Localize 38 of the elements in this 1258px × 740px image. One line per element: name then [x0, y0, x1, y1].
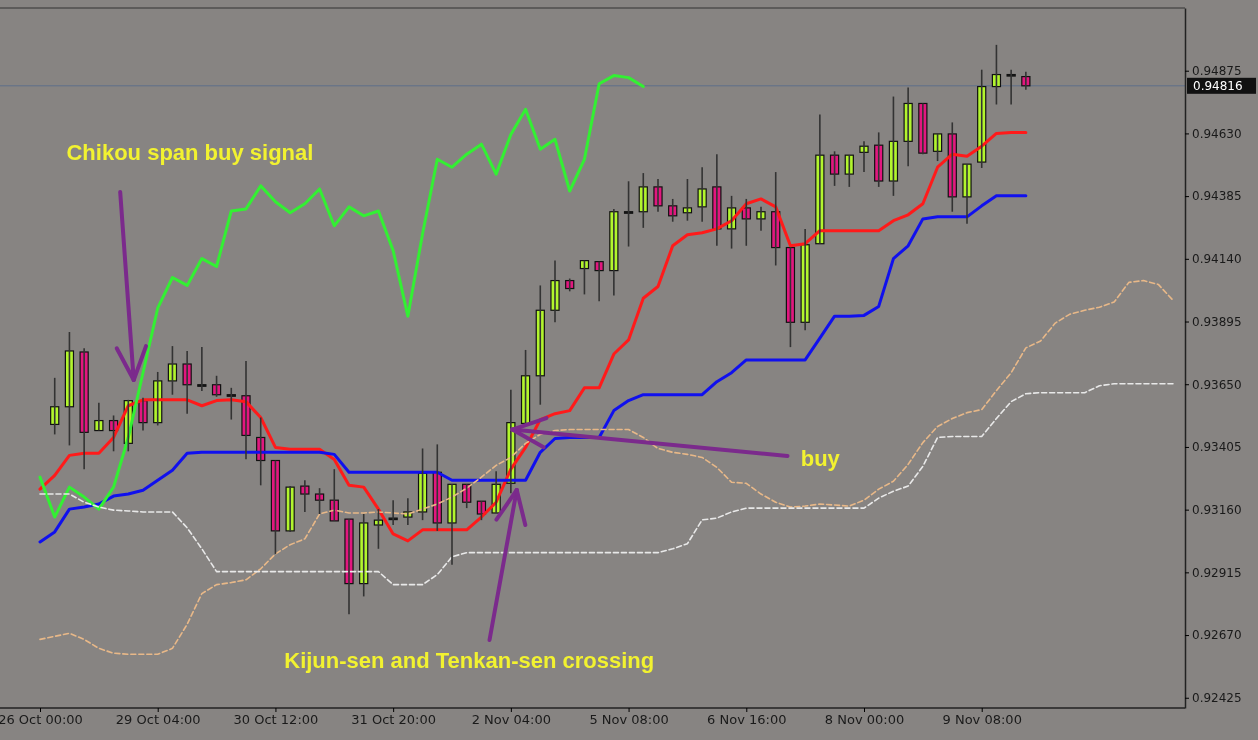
candlestick	[373, 508, 384, 550]
x-tick-label: 31 Oct 20:00	[351, 712, 437, 728]
annotation: buy	[800, 446, 841, 471]
candlestick	[197, 346, 207, 392]
y-tick-label: 0.94140	[1192, 252, 1242, 267]
y-tick-label: 0.92425	[1192, 691, 1242, 706]
x-tick-label: 5 Nov 08:00	[589, 712, 669, 728]
candlestick	[314, 487, 325, 515]
y-tick-label: 0.92915	[1192, 565, 1242, 580]
candlestick	[167, 345, 178, 396]
candlestick	[300, 479, 310, 513]
annotation: Kijun-sen and Tenkan-sen crossing	[284, 648, 655, 673]
candlestick	[388, 499, 398, 526]
candlestick	[756, 206, 766, 232]
candlestick	[623, 180, 634, 248]
x-tick-label: 8 Nov 00:00	[824, 712, 905, 728]
candlestick	[697, 166, 707, 223]
y-tick-label: 0.93160	[1192, 502, 1242, 517]
line-series	[39, 382, 1174, 586]
y-tick-label: 0.94630	[1192, 126, 1242, 141]
y-tick-label: 0.93895	[1192, 314, 1242, 329]
ref-line-label: 0.94816	[1193, 79, 1243, 94]
candlestick	[962, 163, 972, 225]
y-tick-label: 0.94875	[1192, 64, 1242, 79]
line-series	[38, 130, 1028, 543]
line-series	[38, 74, 645, 519]
x-tick-label: 2 Nov 04:00	[471, 712, 552, 728]
y-tick-label: 0.92670	[1192, 628, 1242, 643]
y-tick-label: 0.93650	[1192, 377, 1242, 392]
x-tick-label: 6 Nov 16:00	[707, 712, 787, 728]
x-tick-label: 30 Oct 12:00	[233, 712, 319, 728]
x-tick-label: 29 Oct 04:00	[115, 712, 201, 728]
annotation: Chikou span buy signal	[66, 140, 314, 165]
y-tick-label: 0.93405	[1192, 440, 1242, 455]
candlestick	[1006, 68, 1016, 106]
line-series	[38, 194, 1028, 544]
y-tick-label: 0.94385	[1192, 189, 1242, 204]
x-tick-label: 9 Nov 08:00	[942, 712, 1022, 728]
